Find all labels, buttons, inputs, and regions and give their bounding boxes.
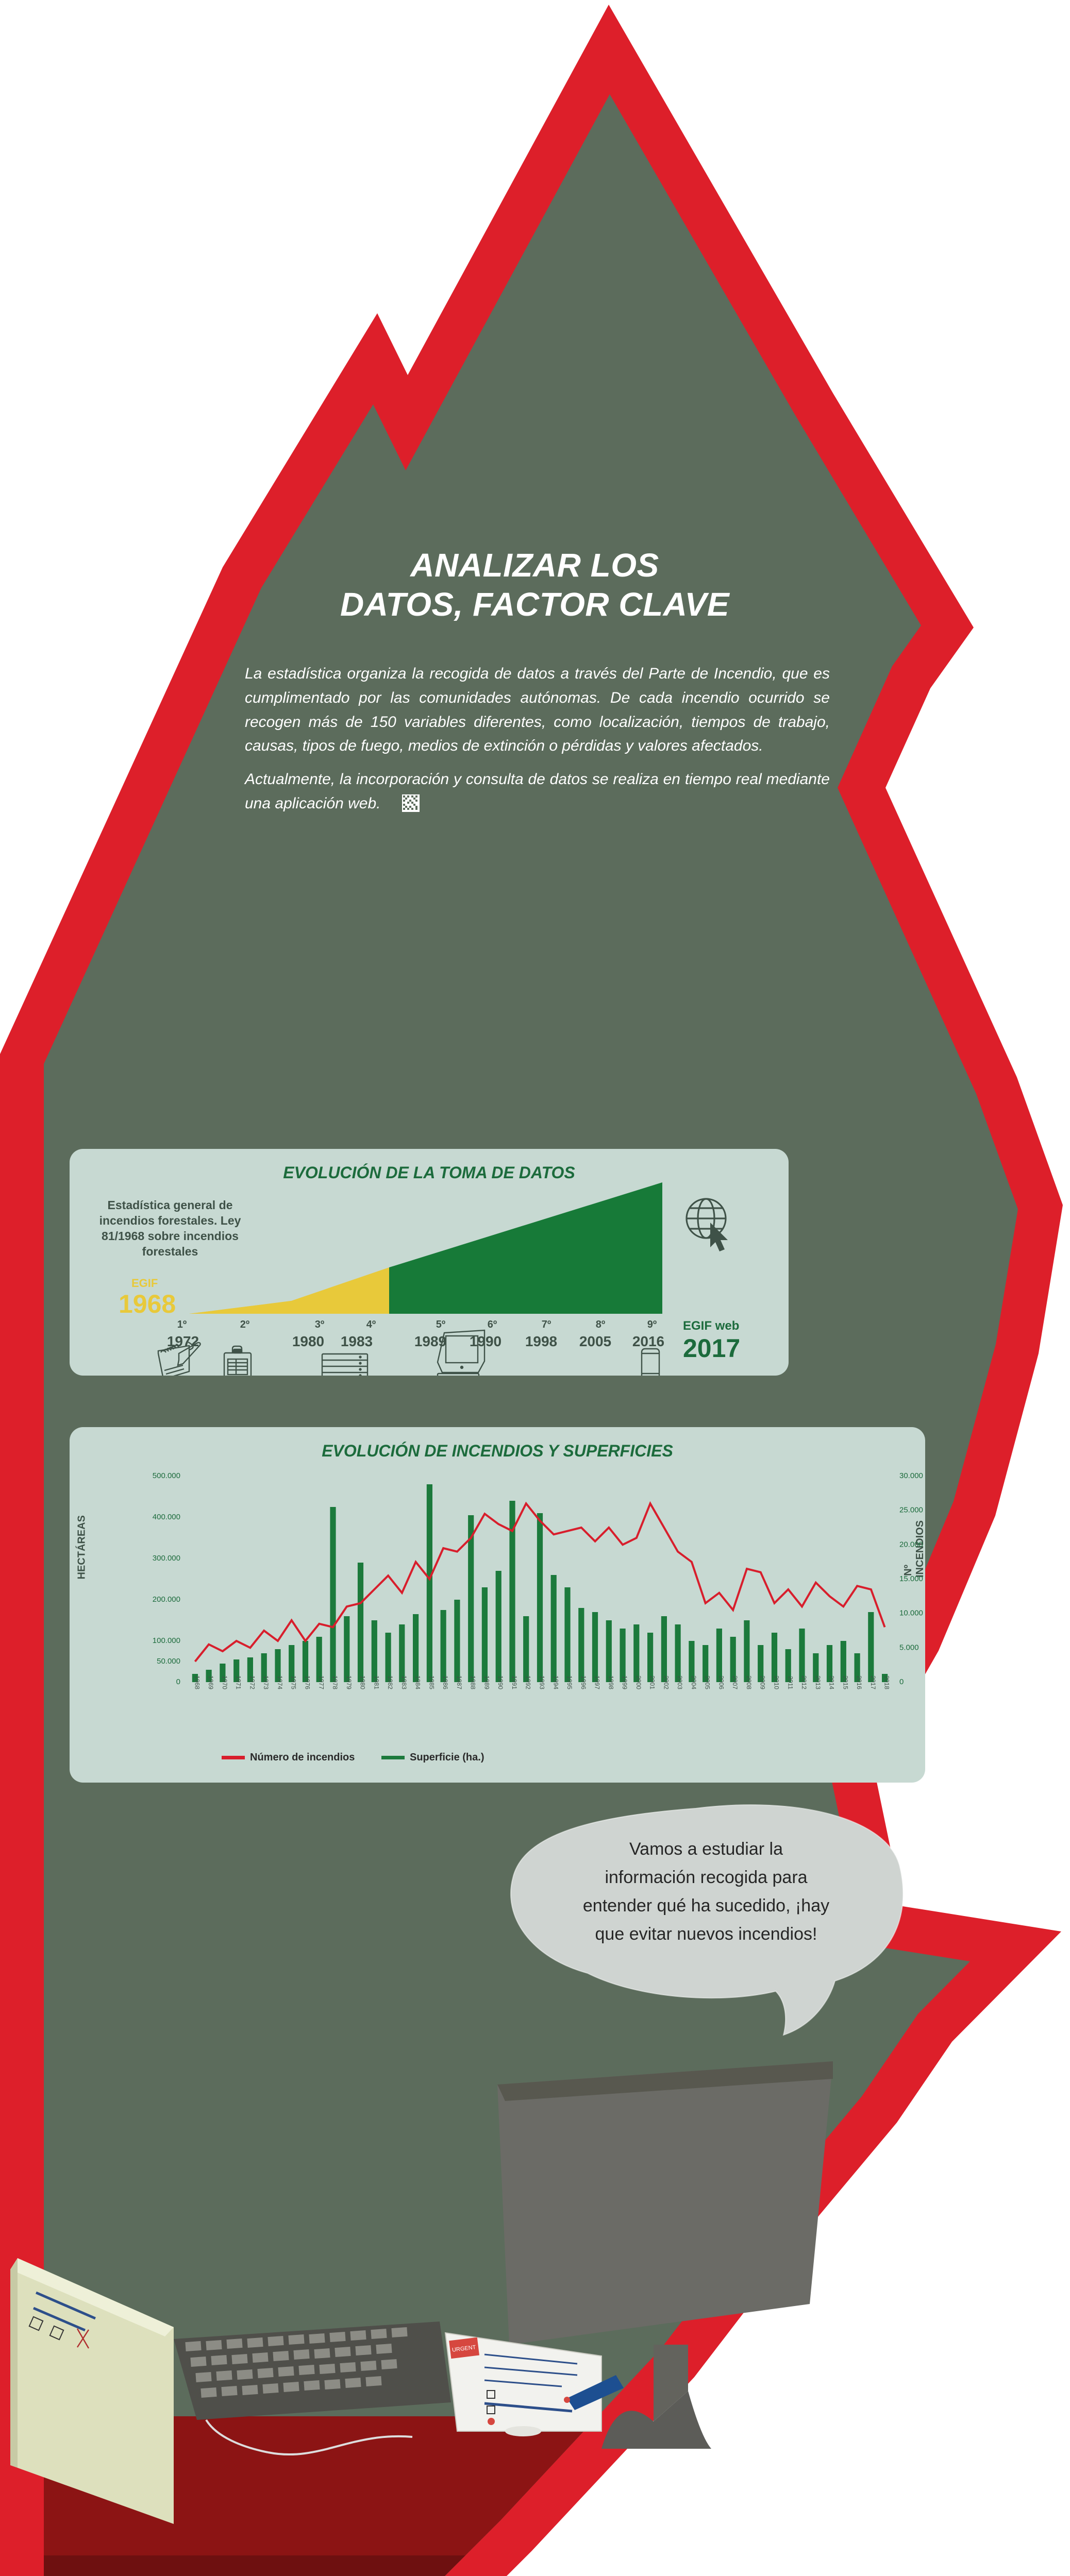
svg-text:1970: 1970 (221, 1675, 228, 1689)
svg-text:1973: 1973 (262, 1675, 270, 1689)
svg-text:1985: 1985 (428, 1675, 435, 1689)
svg-text:2014: 2014 (828, 1675, 835, 1689)
svg-text:2011: 2011 (787, 1676, 794, 1689)
svg-text:10.000: 10.000 (899, 1609, 923, 1618)
svg-text:2007: 2007 (731, 1675, 739, 1689)
svg-text:1972: 1972 (248, 1675, 256, 1689)
svg-text:5.000: 5.000 (899, 1643, 919, 1652)
svg-text:20.000: 20.000 (899, 1540, 923, 1549)
svg-text:400.000: 400.000 (153, 1513, 180, 1521)
svg-text:1990: 1990 (497, 1675, 504, 1689)
svg-text:2006: 2006 (717, 1675, 725, 1689)
svg-text:2001: 2001 (649, 1675, 656, 1689)
svg-text:1969: 1969 (207, 1675, 214, 1689)
svg-text:2005: 2005 (704, 1675, 711, 1689)
svg-text:1999: 1999 (621, 1675, 628, 1689)
svg-text:1976: 1976 (304, 1675, 311, 1689)
svg-text:300.000: 300.000 (153, 1554, 180, 1563)
svg-text:25.000: 25.000 (899, 1506, 923, 1515)
svg-text:1968: 1968 (193, 1675, 200, 1689)
svg-text:30.000: 30.000 (899, 1471, 923, 1480)
svg-text:2015: 2015 (842, 1675, 849, 1689)
svg-text:2012: 2012 (800, 1675, 808, 1689)
svg-text:2009: 2009 (759, 1675, 766, 1689)
svg-text:2013: 2013 (814, 1675, 822, 1689)
svg-text:1984: 1984 (414, 1675, 422, 1689)
svg-text:1996: 1996 (580, 1675, 587, 1689)
svg-text:2000: 2000 (635, 1675, 642, 1689)
svg-text:2016: 2016 (856, 1675, 863, 1689)
svg-text:1994: 1994 (552, 1675, 559, 1689)
svg-text:50.000: 50.000 (157, 1657, 180, 1666)
svg-text:1971: 1971 (235, 1675, 242, 1689)
svg-text:2017: 2017 (870, 1675, 877, 1689)
svg-text:2002: 2002 (662, 1675, 670, 1689)
svg-text:1974: 1974 (276, 1675, 283, 1689)
svg-text:1975: 1975 (290, 1675, 297, 1689)
svg-text:0: 0 (899, 1677, 904, 1686)
svg-text:2003: 2003 (676, 1675, 683, 1689)
svg-text:1980: 1980 (359, 1675, 366, 1689)
svg-text:1979: 1979 (345, 1675, 353, 1689)
svg-text:2018: 2018 (883, 1675, 891, 1689)
svg-text:1993: 1993 (539, 1675, 546, 1689)
svg-text:1988: 1988 (470, 1675, 477, 1689)
svg-text:2004: 2004 (690, 1675, 697, 1689)
svg-text:1997: 1997 (594, 1675, 601, 1689)
svg-text:1981: 1981 (373, 1675, 380, 1689)
svg-text:2010: 2010 (773, 1675, 780, 1689)
svg-text:100.000: 100.000 (153, 1636, 180, 1645)
svg-text:1992: 1992 (525, 1675, 532, 1689)
svg-text:200.000: 200.000 (153, 1595, 180, 1604)
svg-text:500.000: 500.000 (153, 1471, 180, 1480)
svg-text:15.000: 15.000 (899, 1574, 923, 1583)
svg-text:2008: 2008 (745, 1675, 753, 1689)
svg-text:1983: 1983 (400, 1675, 408, 1689)
svg-text:1995: 1995 (566, 1675, 573, 1689)
svg-text:1998: 1998 (607, 1675, 614, 1689)
svg-text:1982: 1982 (387, 1675, 394, 1689)
svg-text:1989: 1989 (483, 1675, 490, 1689)
svg-text:0: 0 (176, 1677, 180, 1686)
svg-text:1986: 1986 (442, 1675, 449, 1689)
svg-text:1991: 1991 (511, 1675, 518, 1689)
svg-text:1987: 1987 (456, 1675, 463, 1689)
svg-text:1978: 1978 (331, 1675, 339, 1689)
svg-text:1977: 1977 (317, 1675, 325, 1689)
